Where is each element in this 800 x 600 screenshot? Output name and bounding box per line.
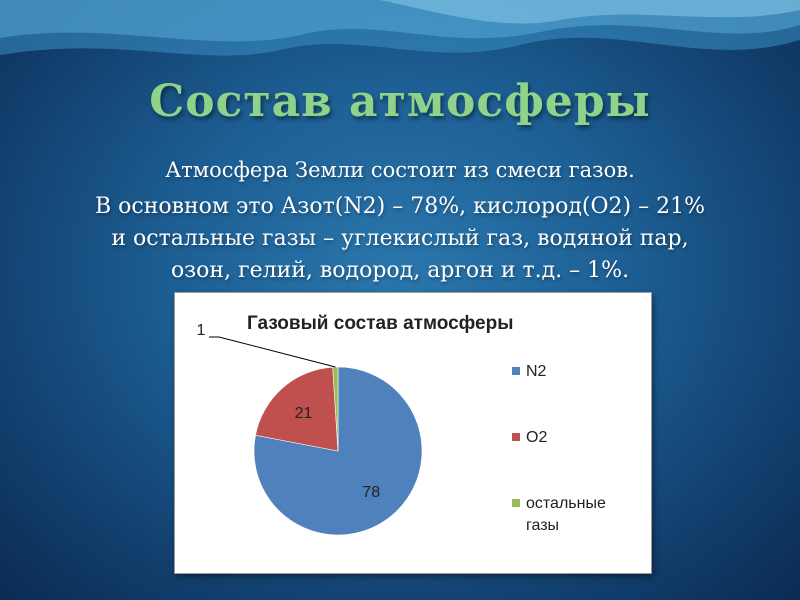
legend-swatch-O2 xyxy=(512,433,520,441)
data-label-остальные-газы: 1 xyxy=(197,322,206,339)
text-line-1: Атмосфера Земли состоит из смеси газов. xyxy=(165,158,635,182)
decorative-waves xyxy=(0,0,800,56)
slide-title: Состав атмосферы xyxy=(149,76,651,127)
legend-label-N2: N2 xyxy=(526,363,547,380)
data-label-O2: 21 xyxy=(295,405,313,422)
pie-slice-остальные-газы xyxy=(332,366,339,452)
legend-label-O2: O2 xyxy=(526,429,547,446)
pie-chart: Газовый состав атмосферы 78 21 1 N2 O2 остал… xyxy=(174,292,652,574)
legend-swatch-N2 xyxy=(512,367,520,375)
chart-canvas: Газовый состав атмосферы 78 21 1 N2 O2 остал… xyxy=(197,313,606,536)
text-line-3: и остальные газы – углекислый газ, водян… xyxy=(111,226,689,251)
text-line-2: В основном это Азот(N2) – 78%, кислород(… xyxy=(94,194,706,219)
data-label-N2: 78 xyxy=(362,484,380,501)
pie-slice-O2 xyxy=(255,366,339,452)
chart-title: Газовый состав атмосферы xyxy=(247,313,513,334)
pie-slice-N2 xyxy=(253,366,423,536)
text-line-4: озон, гелий, водород, аргон и т.д. – 1%. xyxy=(170,258,630,283)
leader-line-остальные-газы xyxy=(209,336,336,368)
legend-label-остальные-газы: остальные газы xyxy=(526,495,606,534)
legend-swatch-остальные-газы xyxy=(512,499,520,507)
